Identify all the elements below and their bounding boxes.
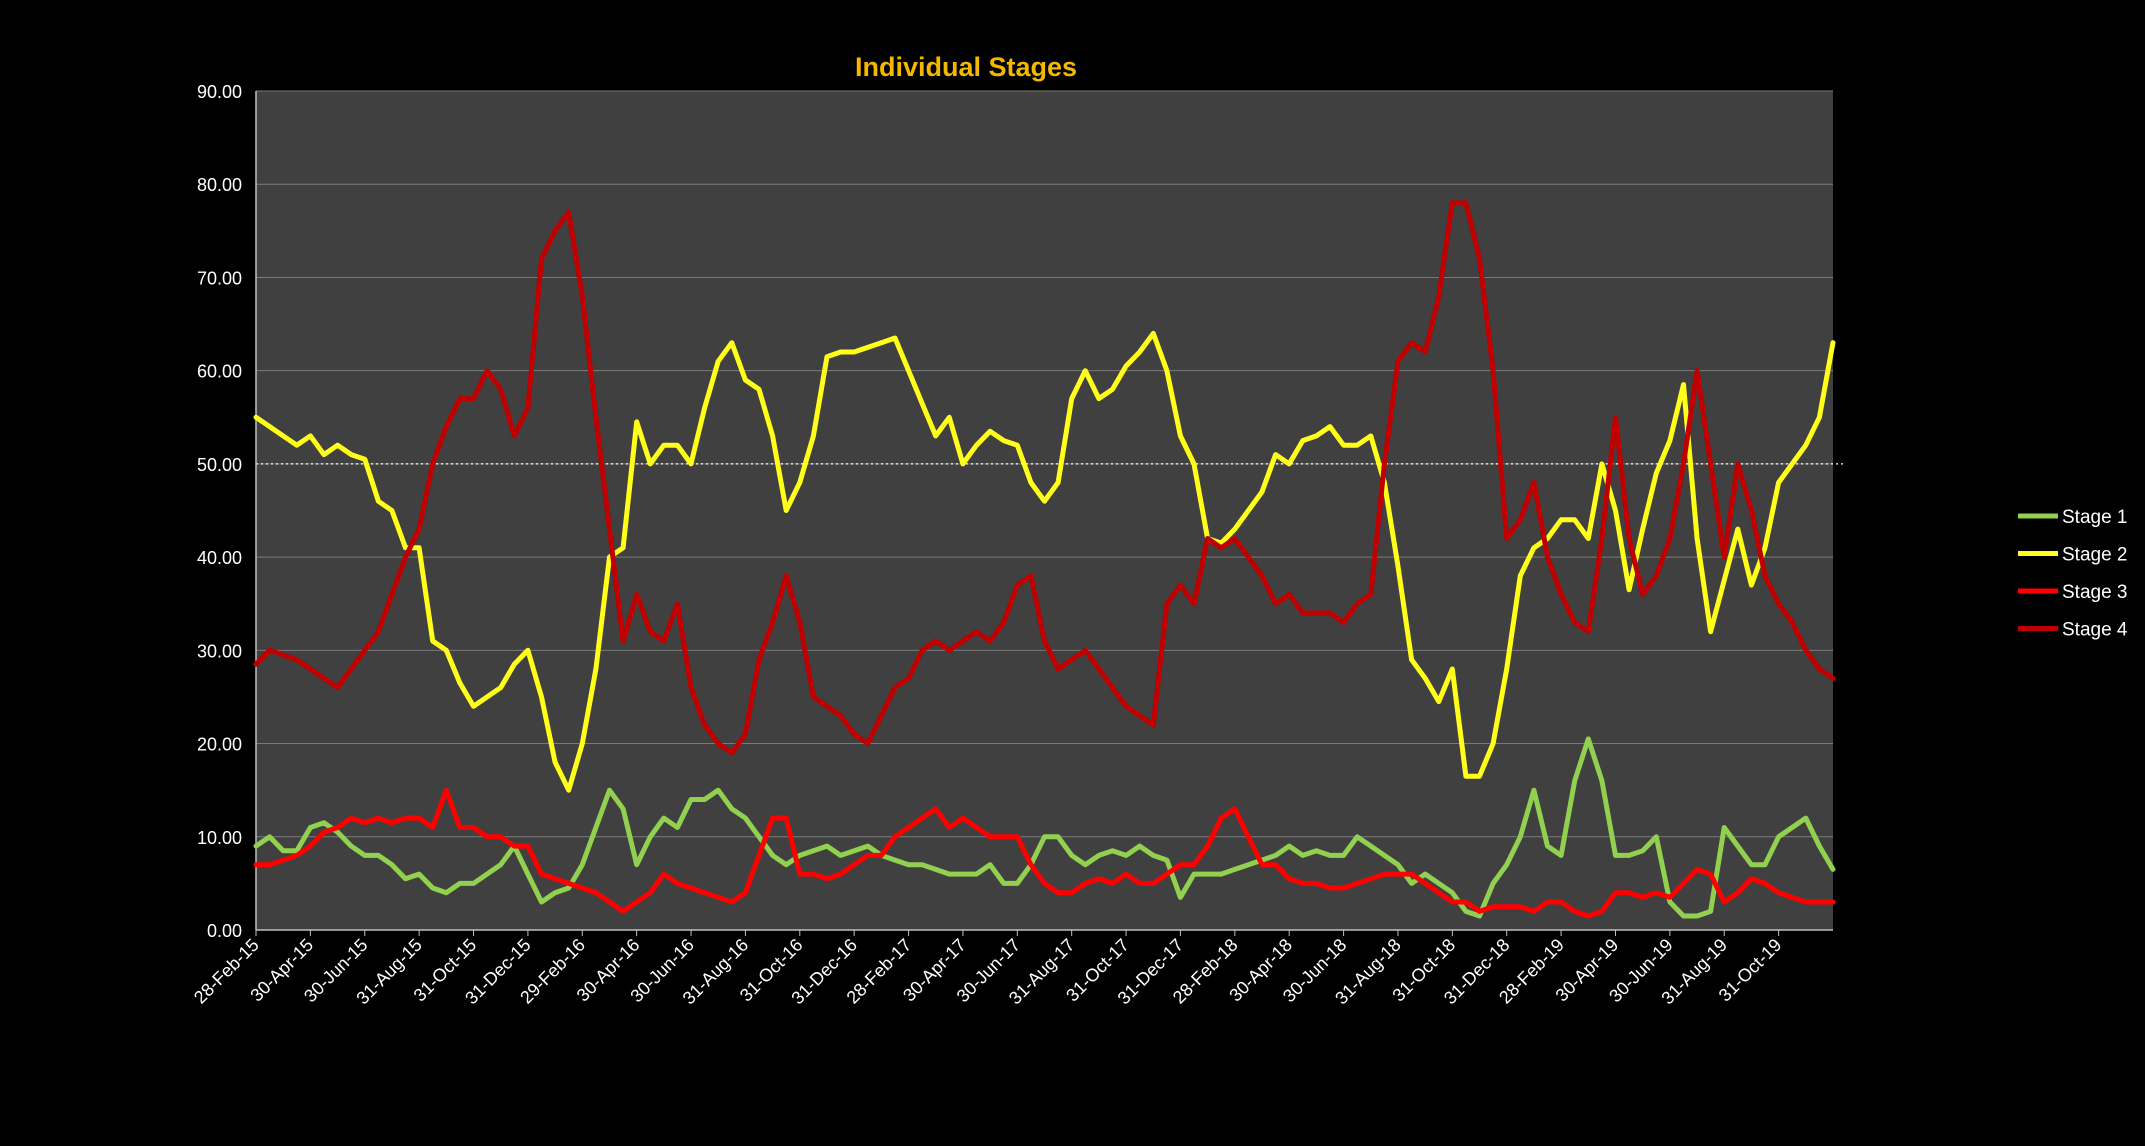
series-lines: [253, 200, 1836, 919]
legend-label: Stage 4: [2062, 620, 2128, 641]
legend: Stage 1 Stage 2 Stage 3 Stage 4: [2018, 507, 2128, 641]
gridlines: [255, 90, 1845, 931]
series-line-stage-3: [253, 787, 1836, 919]
legend-label: Stage 3: [2062, 582, 2128, 603]
legend-label: Stage 2: [2062, 545, 2128, 566]
y-tick-label: 0.00: [207, 921, 242, 941]
series-line-stage-1: [253, 736, 1836, 919]
y-tick-label: 80.00: [197, 175, 242, 195]
y-tick-label: 20.00: [197, 735, 242, 755]
y-tick-label: 60.00: [197, 362, 242, 382]
y-tick-label: 40.00: [197, 548, 242, 568]
y-tick-label: 90.00: [197, 82, 242, 102]
y-axis: 0.00 10.00 20.00 30.00 40.00 50.00 60.00 70.00 8…: [197, 82, 242, 941]
y-tick-label: 50.00: [197, 455, 242, 475]
chart-title: Individual Stages: [855, 52, 1077, 82]
series-line-stage-2: [253, 330, 1836, 793]
series-line-stage-4: [253, 200, 1836, 756]
y-tick-label: 70.00: [197, 268, 242, 288]
legend-label: Stage 1: [2062, 507, 2128, 528]
y-tick-label: 30.00: [197, 641, 242, 661]
plot-area: [256, 91, 1833, 930]
y-tick-label: 10.00: [197, 828, 242, 848]
